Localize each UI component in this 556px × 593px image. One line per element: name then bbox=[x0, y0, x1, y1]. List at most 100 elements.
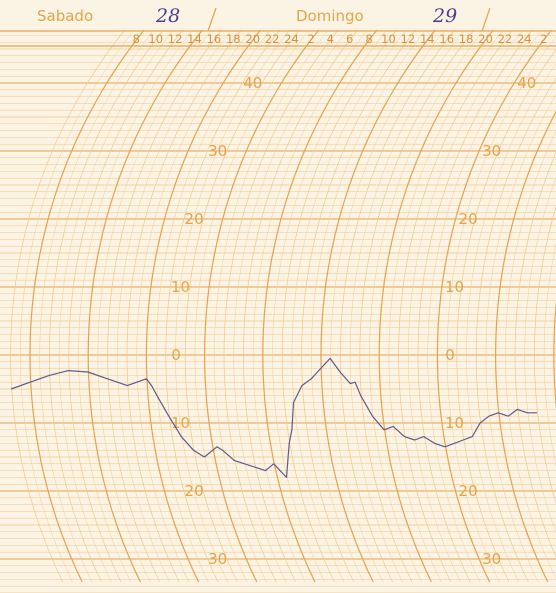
temperature-tick-label: 40 bbox=[517, 74, 536, 92]
major-time-line bbox=[87, 29, 203, 583]
temperature-tick-label: 20 bbox=[459, 210, 478, 228]
minor-time-line bbox=[281, 29, 397, 583]
day-name-saturday: Sabado bbox=[37, 7, 93, 25]
major-time-line bbox=[320, 29, 436, 583]
hour-tick-label: 14 bbox=[187, 32, 202, 46]
hour-tick-label: 14 bbox=[420, 32, 435, 46]
minor-time-line bbox=[524, 176, 556, 534]
hour-tick-label: 8 bbox=[133, 32, 140, 46]
hour-tick-label: 2 bbox=[307, 32, 314, 46]
hour-tick-label: 24 bbox=[517, 32, 532, 46]
temperature-tick-label: 30 bbox=[208, 142, 227, 160]
minor-time-line bbox=[485, 93, 556, 583]
minor-time-line bbox=[223, 29, 339, 583]
minor-time-line bbox=[349, 29, 465, 583]
minor-time-line bbox=[165, 29, 281, 583]
temperature-tick-label: 30 bbox=[482, 550, 501, 568]
temperature-tick-label: 0 bbox=[445, 346, 455, 364]
time-curves bbox=[10, 29, 556, 583]
day-divider bbox=[481, 7, 491, 32]
hour-tick-label: 6 bbox=[346, 32, 353, 46]
minor-time-line bbox=[155, 29, 271, 583]
hour-tick-label: 22 bbox=[265, 32, 280, 46]
minor-time-line bbox=[466, 63, 556, 583]
temperature-tick-label: 10 bbox=[445, 278, 464, 296]
minor-time-line bbox=[446, 36, 556, 583]
major-time-line bbox=[29, 29, 145, 583]
hour-tick-label: 22 bbox=[498, 32, 513, 46]
hour-tick-label: 10 bbox=[381, 32, 396, 46]
minor-time-line bbox=[233, 29, 348, 583]
minor-time-line bbox=[214, 29, 329, 583]
temperature-tick-label: 30 bbox=[482, 142, 501, 160]
minor-time-line bbox=[97, 29, 213, 583]
hour-tick-label: 10 bbox=[148, 32, 163, 46]
temperature-trace bbox=[10, 357, 537, 478]
major-time-line bbox=[145, 29, 261, 583]
minor-time-line bbox=[184, 29, 300, 583]
minor-time-line bbox=[311, 29, 426, 583]
temperature-tick-label: 40 bbox=[243, 74, 262, 92]
minor-time-line bbox=[543, 243, 556, 467]
hour-tick-label: 24 bbox=[284, 32, 299, 46]
minor-time-line bbox=[427, 29, 542, 583]
minor-time-line bbox=[10, 29, 125, 583]
major-time-line bbox=[203, 29, 320, 583]
minor-time-line bbox=[514, 151, 556, 559]
minor-time-line bbox=[194, 29, 310, 583]
minor-time-line bbox=[291, 29, 407, 583]
hour-tick-label: 18 bbox=[459, 32, 474, 46]
hour-tick-label: 4 bbox=[327, 32, 334, 46]
hour-tick-label: 8 bbox=[365, 32, 372, 46]
temperature-tick-label: 10 bbox=[171, 414, 190, 432]
temperature-tick-label: 0 bbox=[171, 346, 181, 364]
minor-time-line bbox=[505, 130, 556, 580]
minor-time-line bbox=[359, 29, 475, 583]
minor-time-line bbox=[126, 29, 242, 583]
minor-time-line bbox=[78, 29, 193, 583]
hour-tick-label: 20 bbox=[245, 32, 260, 46]
temperature-tick-label: 10 bbox=[445, 414, 464, 432]
major-time-line bbox=[494, 110, 556, 583]
chart-header: Sabado 28 Domingo 29 bbox=[0, 5, 556, 47]
minor-time-line bbox=[388, 29, 504, 583]
minor-time-line bbox=[301, 29, 416, 583]
temperature-tick-label: 20 bbox=[185, 482, 204, 500]
temperature-tick-label: 10 bbox=[171, 278, 190, 296]
day-divider bbox=[207, 7, 217, 32]
minor-time-line bbox=[340, 29, 455, 583]
minor-time-line bbox=[58, 29, 174, 583]
hour-tick-labels: 8101214161820222424681012141618202224246 bbox=[133, 32, 548, 46]
minor-time-line bbox=[39, 29, 154, 583]
minor-time-line bbox=[49, 29, 164, 583]
major-time-line bbox=[436, 29, 552, 583]
minor-time-line bbox=[243, 29, 358, 583]
minor-time-line bbox=[20, 29, 135, 583]
hour-tick-label: 2 bbox=[540, 32, 547, 46]
hour-tick-label: 16 bbox=[439, 32, 454, 46]
hour-tick-label: 12 bbox=[168, 32, 183, 46]
minor-time-line bbox=[408, 29, 523, 583]
minor-time-line bbox=[272, 29, 387, 583]
minor-time-line bbox=[369, 29, 484, 583]
hour-tick-label: 16 bbox=[207, 32, 222, 46]
major-time-line bbox=[262, 29, 378, 583]
temperature-tick-label: 20 bbox=[459, 482, 478, 500]
minor-time-line bbox=[107, 29, 222, 583]
hour-tick-label: 18 bbox=[226, 32, 241, 46]
temperature-tick-label: 30 bbox=[208, 550, 227, 568]
minor-time-line bbox=[175, 29, 290, 583]
temperature-tick-label: 20 bbox=[185, 210, 204, 228]
minor-time-line bbox=[252, 29, 368, 583]
minor-time-line bbox=[417, 29, 533, 583]
minor-time-line bbox=[534, 205, 556, 505]
minor-time-line bbox=[117, 29, 232, 583]
day-name-sunday: Domingo bbox=[296, 7, 364, 25]
hour-tick-label: 20 bbox=[478, 32, 493, 46]
minor-time-line bbox=[398, 29, 513, 583]
hour-tick-label: 12 bbox=[401, 32, 416, 46]
minor-time-line bbox=[475, 77, 556, 583]
day-number-saturday: 28 bbox=[155, 5, 180, 27]
